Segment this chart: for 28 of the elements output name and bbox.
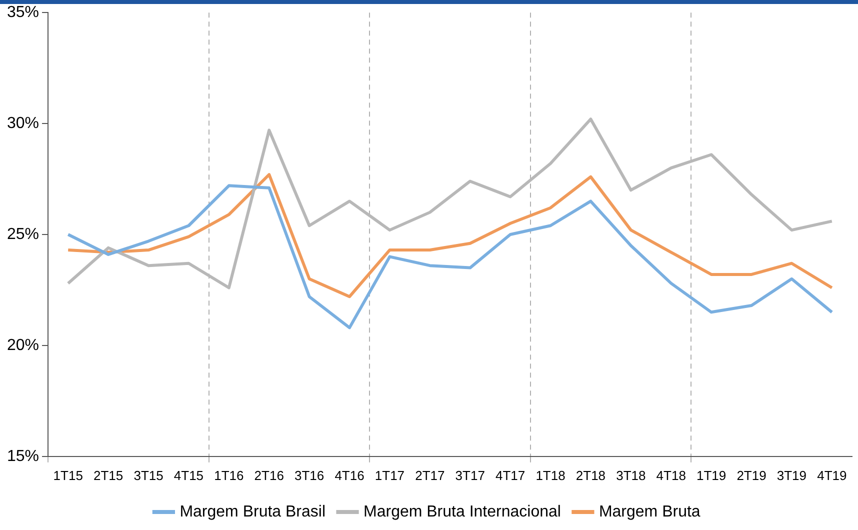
x-tick-label: 3T15: [134, 468, 164, 483]
x-tick-label: 4T17: [495, 468, 526, 483]
x-tick-label: 2T19: [736, 468, 766, 483]
x-tick-label: 2T15: [94, 468, 124, 483]
x-tick-label: 4T15: [174, 468, 204, 483]
y-tick-label: 25%: [6, 226, 40, 243]
x-tick-label: 3T18: [616, 468, 646, 483]
x-tick-label: 1T18: [536, 468, 566, 483]
y-tick-label: 30%: [6, 114, 40, 132]
x-tick-label: 1T19: [696, 468, 726, 483]
x-tick-label: 4T19: [817, 468, 847, 483]
x-tick-label: 3T19: [776, 468, 807, 483]
x-tick-label: 1T16: [214, 468, 244, 483]
x-tick-label: 3T16: [294, 468, 324, 483]
x-tick-label: 1T15: [53, 468, 83, 483]
legend-label: Margem Bruta Brasil: [180, 503, 326, 520]
x-tick-label: 2T18: [576, 468, 606, 483]
x-tick-label: 2T16: [254, 468, 284, 483]
x-tick-label: 4T18: [656, 468, 686, 483]
legend-label: Margem Bruta Internacional: [364, 503, 561, 520]
x-tick-label: 3T17: [455, 468, 485, 483]
y-tick-label: 15%: [6, 448, 40, 465]
legend-label: Margem Bruta: [598, 503, 700, 520]
x-tick-label: 2T17: [415, 468, 445, 483]
y-tick-label: 35%: [6, 4, 40, 22]
y-tick-label: 20%: [6, 336, 40, 354]
x-tick-label: 4T16: [334, 468, 364, 483]
x-tick-label: 1T17: [374, 468, 405, 483]
